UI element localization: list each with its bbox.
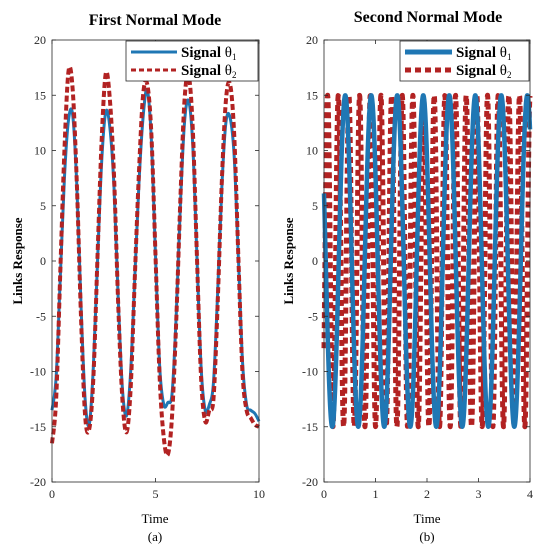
chart-b-plot-area: -20 -15 -10 -5 0 5 10 15 20 0 1 2 3 4 [302,33,533,501]
chart-a-legend-box [125,40,259,82]
chart-a-legend-label-2: Signal θ2 [181,63,236,80]
chart-a-panel-label: (a) [148,529,162,544]
chart-a-x-ticks: 0 5 10 [49,40,265,501]
chart-a-ytick-label: -15 [30,420,46,434]
chart-b-y-ticks: -20 -15 -10 -5 0 5 10 15 20 [302,33,530,489]
chart-b-ytick-label: -20 [302,475,318,489]
chart-b-ytick-label: 20 [306,33,318,47]
chart-a-ytick-label: 0 [40,254,46,268]
chart-a-ytick-label: 15 [34,88,46,102]
chart-a-xlabel: Time [142,511,169,526]
chart-b-ylabel: Links Response [281,217,296,304]
chart-b-xtick-label: 4 [527,487,533,501]
chart-a-ylabel: Links Response [10,217,25,304]
chart-a-y-ticks: -20 -15 -10 -5 0 5 10 15 20 [30,33,259,489]
chart-a-plot-area: -20 -15 -10 -5 0 5 10 15 20 0 5 10 [30,33,265,501]
chart-b-panel-label: (b) [419,529,434,544]
chart-b-ytick-label: -10 [302,365,318,379]
chart-b-xtick-label: 1 [373,487,379,501]
chart-panel-b: Second Normal Mode -20 -15 -10 -5 0 5 10 15 20 0… [281,9,533,544]
chart-a-ytick-label: -20 [30,475,46,489]
chart-a-ytick-label: 10 [34,144,46,158]
chart-b-xtick-label: 2 [424,487,430,501]
chart-panel-a: First Normal Mode -20 -15 -10 -5 0 5 10 15 20 0 5… [10,12,265,544]
chart-b-legend-label-1: Signal θ1 [456,45,511,62]
chart-a-xtick-label: 5 [153,487,159,501]
chart-b-ytick-label: 10 [306,144,318,158]
chart-a-legend: Signal θ1 Signal θ2 [125,40,259,82]
chart-a-series-group [50,64,261,458]
chart-a-series-line-2 [50,64,260,458]
chart-b-ytick-label: 5 [312,199,318,213]
chart-b-legend-label-2: Signal θ2 [456,63,511,80]
chart-b-series-group [321,92,533,430]
chart-b-ytick-label: 15 [306,88,318,102]
chart-b-xtick-label: 3 [476,487,482,501]
chart-a-legend-label-1: Signal θ1 [181,45,236,62]
chart-a-title: First Normal Mode [89,12,221,29]
chart-a-ytick-label: -5 [36,309,46,323]
chart-b-legend-box [399,40,530,82]
chart-b-legend: Signal θ1 Signal θ2 [399,40,530,82]
chart-b-xlabel: Time [414,511,441,526]
chart-b-xtick-label: 0 [321,487,327,501]
chart-a-ytick-label: 5 [40,199,46,213]
chart-a-xtick-label: 0 [49,487,55,501]
chart-b-series-line-1 [321,93,533,429]
chart-a-ytick-label: 20 [34,33,46,47]
chart-b-ytick-label: -15 [302,420,318,434]
chart-b-ytick-label: -5 [308,309,318,323]
chart-b-ytick-label: 0 [312,254,318,268]
chart-a-ytick-label: -10 [30,365,46,379]
chart-b-title: Second Normal Mode [354,9,502,26]
chart-a-xtick-label: 10 [253,487,265,501]
